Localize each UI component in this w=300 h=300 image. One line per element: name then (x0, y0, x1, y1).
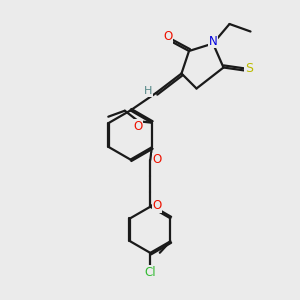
Text: S: S (245, 62, 253, 76)
Text: N: N (208, 35, 217, 48)
Text: Cl: Cl (145, 266, 156, 279)
Text: O: O (164, 30, 172, 43)
Text: H: H (144, 86, 153, 97)
Text: O: O (152, 199, 161, 212)
Text: O: O (152, 153, 161, 167)
Text: O: O (133, 120, 142, 133)
